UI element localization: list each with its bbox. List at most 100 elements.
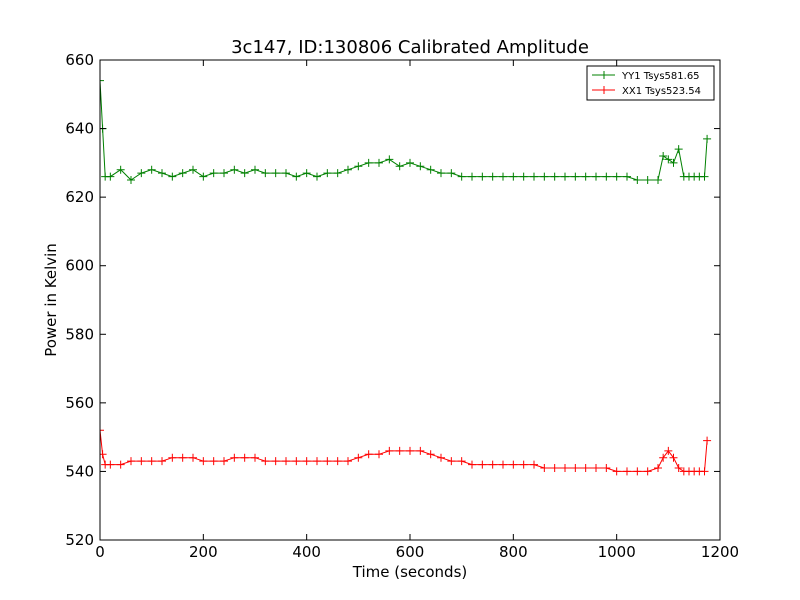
data-point [457,172,466,181]
legend-marker [600,86,608,94]
x-tick-label: 1000 [598,543,636,561]
data-point [426,165,435,174]
data-point [509,172,518,181]
data-point [323,457,332,466]
data-point [106,172,115,181]
data-point [100,76,104,85]
x-tick-label: 600 [396,543,425,561]
data-point [623,467,631,476]
data-point [158,169,166,178]
data-point [416,162,425,171]
data-point [116,165,125,174]
data-point [323,169,332,178]
data-point [592,464,600,472]
data-point [499,460,507,469]
data-point [313,172,321,181]
y-tick-label: 620 [65,188,94,206]
data-point [654,176,662,184]
data-point [488,460,497,469]
data-point [116,460,125,469]
x-tick-label: 800 [499,543,528,561]
data-point [302,457,311,466]
data-point [550,464,559,472]
data-point [540,172,549,181]
data-point [375,158,383,167]
data-point [669,453,678,462]
data-point [282,169,290,178]
data-point [158,457,166,466]
data-point [137,457,146,466]
ticks-layer: 0 200 400 600 800 1000 1200 520 540 560 580 600 620 6… [65,51,739,561]
data-point [344,457,352,466]
data-point [385,155,394,164]
data-point [220,169,228,178]
data-point [530,460,538,469]
data-point [354,453,363,462]
legend-label: XX1 Tsys523.54 [622,86,701,97]
data-point [220,457,228,466]
data-point [240,169,249,178]
data-point [333,457,342,466]
data-point [659,453,668,462]
data-point [633,467,642,476]
y-tick-label: 580 [65,325,94,343]
data-point [271,169,280,178]
data-point [703,436,712,445]
data-point [602,172,611,181]
data-point [700,467,709,476]
data-point [700,172,709,181]
data-point [674,464,683,472]
data-point [612,467,621,476]
data-point [230,165,239,174]
data-point [703,134,712,143]
legend: YY1 Tsys581.65 XX1 Tsys523.54 [586,65,715,101]
data-point [333,169,342,178]
y-tick-label: 540 [65,462,94,480]
data-point [612,172,621,181]
data-point [364,450,373,459]
y-tick-label: 660 [65,51,94,69]
data-point [509,460,518,469]
data-point [127,176,135,184]
data-point [292,457,301,466]
data-point [168,453,177,462]
data-point [519,172,528,181]
data-point [354,162,363,171]
series-xx1 [100,426,712,476]
series-yy1 [100,76,712,184]
data-point [251,165,259,174]
data-point [664,446,673,455]
data-point [168,172,177,181]
legend-entry: XX1 Tsys523.54 [592,86,701,97]
data-point [643,176,652,184]
data-point [571,172,580,181]
data-point [437,169,445,178]
data-point [209,169,218,178]
data-point [302,169,311,178]
data-point [457,457,466,466]
data-point [623,172,631,181]
data-point [199,172,208,181]
legend-entry: YY1 Tsys581.65 [592,71,700,82]
data-point [147,165,156,174]
data-point [669,158,678,167]
data-point [189,453,197,462]
data-point [674,145,683,154]
chart-title: 3c147, ID:130806 Calibrated Amplitude [231,37,589,58]
data-point [240,453,249,462]
data-point [488,172,497,181]
data-point [561,172,569,181]
data-point [199,457,208,466]
legend-marker [600,71,608,79]
data-point [633,176,642,184]
data-point [127,457,135,466]
data-point [147,457,156,466]
data-point [178,169,187,178]
data-point [364,158,373,167]
data-point [643,467,652,476]
y-tick-label: 640 [65,120,94,138]
data-point [602,464,611,472]
data-point [406,446,414,455]
data-point [654,464,662,472]
x-tick-label: 400 [292,543,321,561]
